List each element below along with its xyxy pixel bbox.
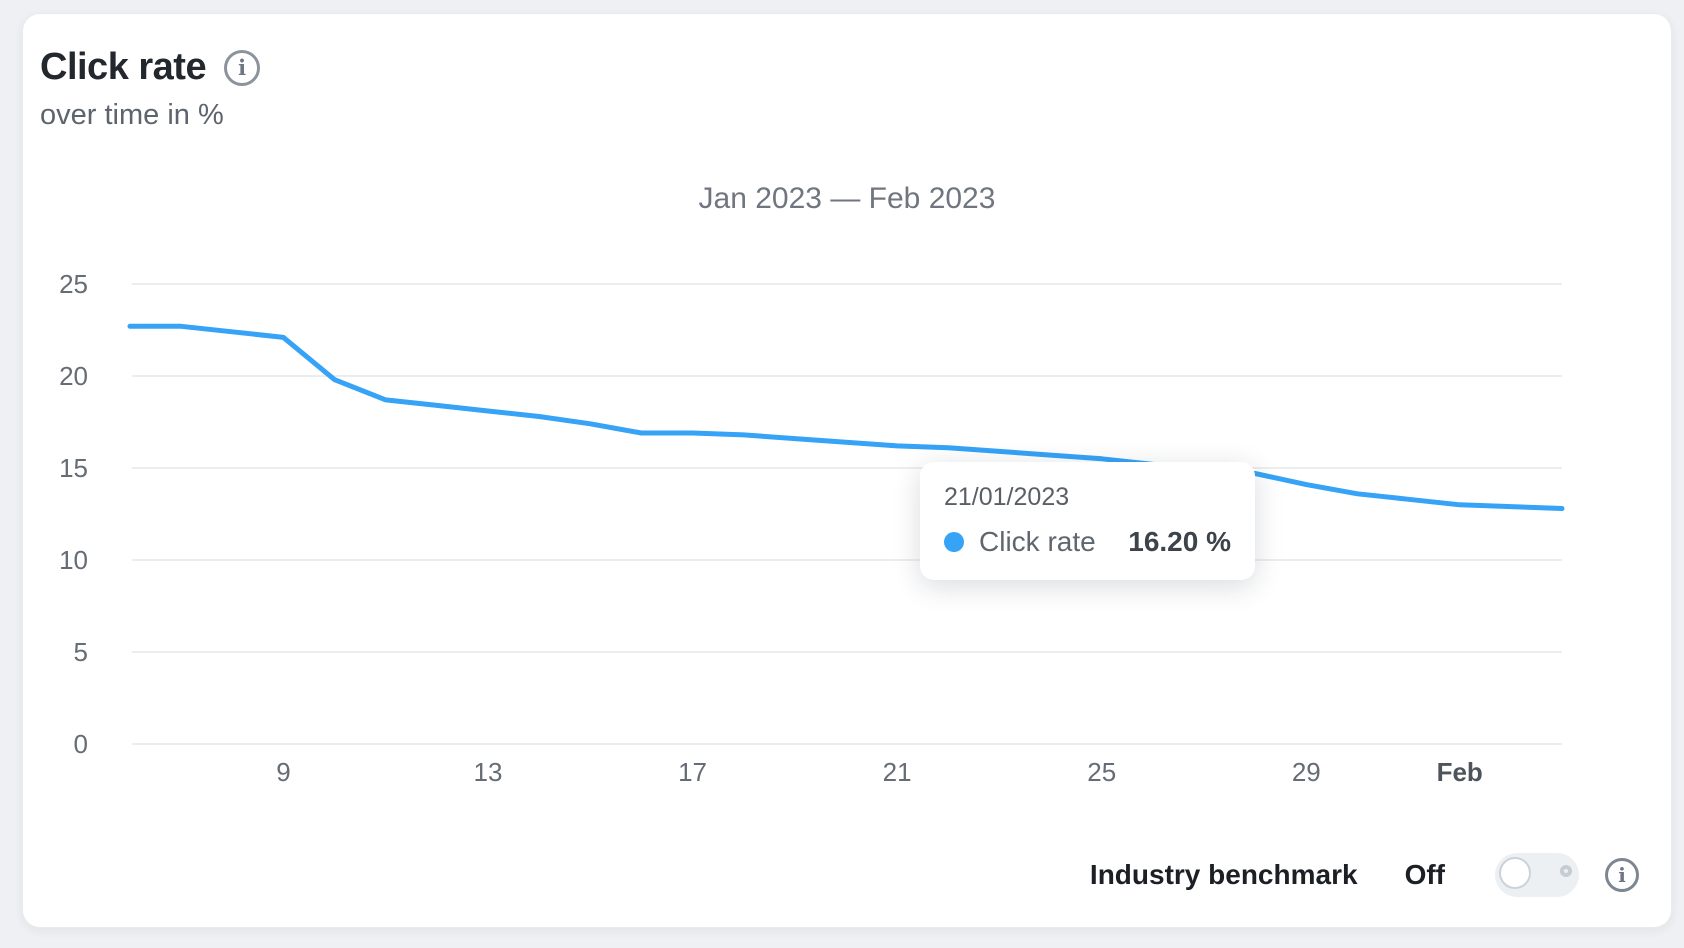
y-axis-label: 25	[59, 269, 88, 299]
x-axis-label: 21	[882, 757, 912, 787]
benchmark-info-icon[interactable]: i	[1605, 858, 1639, 892]
chart-range-title: Jan 2023 — Feb 2023	[698, 182, 996, 215]
series-dot-icon	[944, 532, 964, 552]
tooltip-date: 21/01/2023	[944, 483, 1070, 511]
x-axis-label: Feb	[1436, 757, 1483, 787]
y-axis-label: 15	[59, 453, 88, 483]
x-axis-label: 13	[473, 757, 503, 787]
x-axis-label: 9	[276, 757, 291, 787]
tooltip-value: 16.20 %	[1128, 526, 1231, 557]
benchmark-label: Industry benchmark	[1089, 859, 1358, 890]
info-glyph: i	[1618, 863, 1626, 887]
tooltip-row: Click rate 16.20 %	[944, 526, 1231, 558]
x-axis-label: 17	[678, 757, 708, 787]
title-info-icon[interactable]: i	[224, 49, 261, 86]
gridline	[132, 467, 1562, 469]
toggle-off-ring-icon	[1560, 865, 1572, 877]
gridline	[132, 743, 1562, 745]
benchmark-toggle[interactable]	[1495, 853, 1579, 897]
toggle-knob	[1499, 857, 1531, 889]
subtitle: over time in %	[40, 99, 224, 131]
gridline	[132, 651, 1562, 653]
info-glyph: i	[238, 55, 247, 80]
page-title: Click rate	[40, 46, 207, 88]
x-axis-label: 29	[1291, 757, 1321, 787]
y-axis-label: 5	[73, 637, 88, 667]
benchmark-state-label: Off	[1404, 859, 1445, 890]
chart-card	[22, 13, 1672, 928]
gridline	[132, 375, 1562, 377]
tooltip-series-name: Click rate	[979, 526, 1096, 557]
x-axis-label: 25	[1087, 757, 1117, 787]
gridline	[132, 283, 1562, 285]
y-axis-label: 10	[59, 545, 88, 575]
chart-tooltip: 21/01/2023 Click rate 16.20 %	[920, 462, 1255, 580]
benchmark-controls: Industry benchmark Off i	[1090, 853, 1639, 897]
y-axis-label: 0	[73, 729, 88, 759]
card-header: Click rate i	[40, 46, 261, 89]
gridline	[132, 559, 1562, 561]
y-axis-label: 20	[59, 361, 88, 391]
